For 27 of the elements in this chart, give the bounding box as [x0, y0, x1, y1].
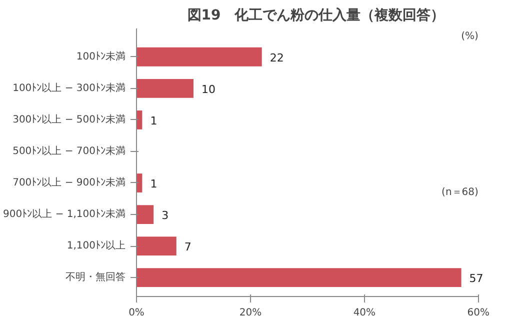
annotation: (%)	[461, 30, 479, 42]
y-tick-label: 700ﾄﾝ以上 − 900ﾄﾝ未満	[12, 176, 126, 188]
annotation: (n＝68)	[442, 186, 479, 198]
y-tick-label: 1,100ﾄﾝ以上	[66, 240, 126, 252]
data-label: 7	[184, 240, 192, 254]
x-tick-label: 60%	[467, 308, 490, 318]
y-tick-label: 100ﾄﾝ未満	[76, 50, 126, 62]
data-label: 57	[469, 272, 484, 286]
bar	[136, 268, 462, 288]
y-tick-label: 900ﾄﾝ以上 − 1,100ﾄﾝ未満	[3, 208, 126, 220]
bar	[136, 78, 194, 98]
chart-title: 図19 化工でん粉の仕入量（複数回答）	[187, 6, 445, 24]
bar	[136, 236, 176, 256]
data-label: 3	[162, 209, 169, 222]
y-tick-label: 100ﾄﾝ以上 − 300ﾄﾝ未満	[12, 82, 126, 94]
data-label: 22	[270, 51, 284, 64]
bar	[136, 47, 262, 66]
y-tick-label: 500ﾄﾝ以上 − 700ﾄﾝ未満	[12, 144, 126, 157]
data-label: 1	[150, 114, 158, 128]
y-tick-label: 不明・無回答	[66, 271, 126, 284]
x-tick-label: 0%	[128, 308, 144, 318]
x-tick-label: 40%	[353, 308, 376, 318]
bar	[136, 205, 154, 224]
data-label: 1	[150, 177, 158, 190]
data-label: 10	[201, 82, 216, 96]
y-tick-label: 300ﾄﾝ以上 − 500ﾄﾝ未満	[12, 113, 126, 126]
x-tick-label: 20%	[239, 308, 262, 318]
